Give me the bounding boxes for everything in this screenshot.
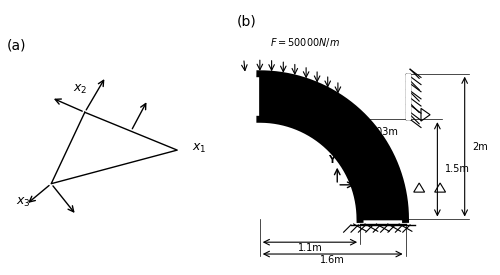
Text: 1.6m: 1.6m bbox=[320, 255, 345, 265]
Polygon shape bbox=[260, 74, 406, 219]
Text: 2m: 2m bbox=[472, 142, 488, 152]
Text: $F=50000N/m$: $F=50000N/m$ bbox=[270, 36, 340, 49]
Text: 0.03m: 0.03m bbox=[342, 122, 398, 137]
Text: $x_3$: $x_3$ bbox=[16, 196, 30, 209]
Text: Y: Y bbox=[328, 155, 336, 165]
Text: 1.1m: 1.1m bbox=[298, 243, 322, 253]
Text: $x_1$: $x_1$ bbox=[192, 141, 206, 155]
Text: (b): (b) bbox=[237, 15, 257, 29]
Text: X: X bbox=[359, 175, 366, 185]
Text: (a): (a) bbox=[7, 39, 26, 53]
Text: $x_2$: $x_2$ bbox=[74, 82, 88, 95]
Text: 1.5m: 1.5m bbox=[444, 164, 469, 174]
